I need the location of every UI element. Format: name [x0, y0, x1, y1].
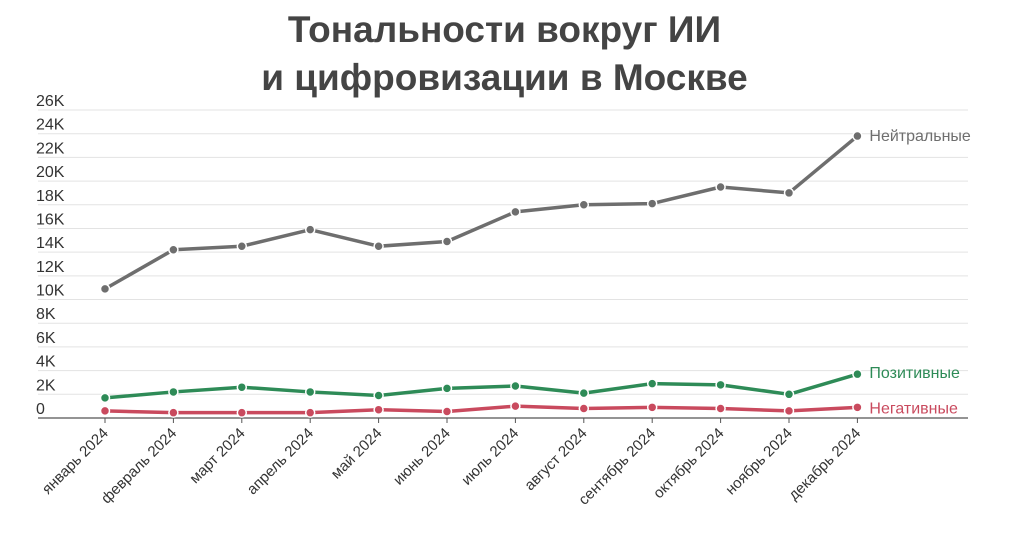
y-tick-label: 22K: [36, 140, 65, 157]
y-tick-label: 10K: [36, 283, 65, 300]
chart-title-line-1: Тональности вокруг ИИ: [287, 9, 722, 50]
data-point: [236, 240, 248, 252]
x-tick-label: июнь 2024: [390, 425, 454, 489]
data-point: [578, 403, 590, 414]
chart-title-line-2: и цифровизации в Москве: [261, 57, 748, 98]
data-point: [783, 389, 795, 400]
chart-title: Тональности вокруг ИИ и цифровизации в М…: [0, 6, 1009, 102]
data-point: [646, 378, 658, 389]
y-tick-label: 18K: [36, 188, 65, 205]
series-label: Позитивные: [869, 365, 960, 382]
data-point: [168, 244, 179, 256]
data-point: [715, 403, 726, 414]
x-tick-label: август 2024: [521, 425, 590, 494]
x-tick-label: июль 2024: [458, 425, 522, 489]
series-line: [103, 372, 860, 400]
series-labels: Нейтральные Позитивные Негативные: [869, 128, 971, 417]
x-tick-label: апрель 2024: [244, 425, 317, 498]
data-point: [510, 380, 521, 392]
data-point: [99, 283, 111, 295]
data-point: [304, 407, 316, 418]
series-line: [103, 404, 860, 415]
data-point: [578, 199, 590, 211]
data-point: [783, 405, 795, 417]
x-tick-label: декабрь 2024: [785, 425, 864, 504]
data-point: [715, 379, 726, 391]
data-point: [646, 402, 658, 413]
y-tick-label: 6K: [36, 330, 56, 347]
y-tick-label: 0: [36, 401, 45, 418]
grid-lines: [38, 109, 968, 395]
x-tick-label: май 2024: [328, 425, 386, 483]
series-label: Нейтральные: [869, 128, 971, 145]
data-point: [646, 198, 658, 209]
x-tick-label: март 2024: [186, 425, 248, 487]
data-point: [715, 181, 726, 193]
y-tick-label: 12K: [36, 259, 65, 276]
data-point: [373, 404, 384, 415]
y-tick-label: 14K: [36, 235, 65, 252]
y-tick-label: 20K: [36, 164, 65, 181]
data-point: [168, 407, 179, 418]
data-point: [99, 392, 111, 404]
data-point: [852, 130, 863, 142]
data-point: [373, 390, 384, 401]
series-label: Негативные: [869, 400, 958, 417]
x-tick-label: октябрь 2024: [650, 425, 727, 502]
data-point: [441, 236, 453, 247]
data-point: [852, 368, 863, 380]
series-lines: [99, 130, 863, 418]
y-tick-label: 2K: [36, 377, 56, 394]
x-tick-label: январь 2024: [39, 425, 112, 498]
y-tick-label: 4K: [36, 354, 56, 371]
data-point: [236, 381, 248, 393]
y-tick-label: 8K: [36, 306, 56, 323]
data-point: [168, 386, 179, 398]
data-point: [510, 206, 521, 218]
y-tick-label: 16K: [36, 211, 65, 228]
data-point: [783, 187, 795, 199]
data-point: [578, 387, 590, 399]
data-point: [510, 400, 521, 412]
data-point: [304, 386, 316, 398]
y-tick-label: 26K: [36, 93, 65, 110]
data-point: [99, 405, 111, 417]
data-point: [304, 224, 316, 235]
data-point: [373, 240, 384, 252]
y-axis: 0 2K 4K 6K 8K 10K 12K 14K 16K 18K 20K 22K 24K 26K: [36, 93, 65, 418]
data-point: [441, 406, 453, 417]
y-tick-label: 24K: [36, 117, 65, 134]
series-line: [103, 134, 860, 291]
data-point: [852, 402, 863, 413]
data-point: [441, 383, 453, 394]
x-tick-label: ноябрь 2024: [722, 425, 796, 499]
data-point: [236, 407, 248, 418]
